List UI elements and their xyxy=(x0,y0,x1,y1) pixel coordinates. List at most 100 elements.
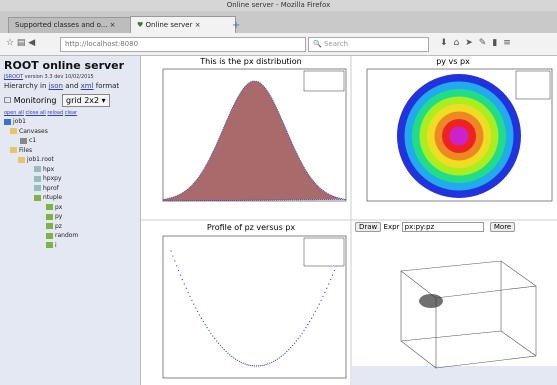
profile-point xyxy=(322,295,324,298)
tree-item[interactable]: hprof xyxy=(4,185,78,195)
profile-point xyxy=(330,279,332,281)
histogram xyxy=(162,80,347,202)
profile-point xyxy=(229,354,231,356)
link[interactable]: close all xyxy=(25,110,46,116)
profile-point xyxy=(179,274,182,276)
tree-item[interactable]: job1 xyxy=(4,118,78,128)
tree-item[interactable]: hpx xyxy=(4,166,78,176)
profile xyxy=(170,250,343,367)
tree-item[interactable]: random xyxy=(4,232,78,242)
tree-item[interactable]: Files xyxy=(4,147,78,157)
tree-item[interactable]: pz xyxy=(4,223,78,233)
profile-point xyxy=(183,283,185,285)
frame xyxy=(162,235,347,379)
profile-point xyxy=(240,361,242,363)
version: JSROOT version 3.3 dev 10/02/2015 xyxy=(4,74,94,80)
panel-title: py vs px xyxy=(436,57,470,66)
profile-point xyxy=(212,335,214,337)
layout-select[interactable]: grid 2x2 ▾ xyxy=(62,94,110,107)
window-title: Online server - Mozilla Firefox xyxy=(226,1,331,9)
profile-point xyxy=(198,314,201,316)
profile-point xyxy=(278,357,280,359)
tree-item[interactable]: py xyxy=(4,213,78,223)
label: px xyxy=(55,203,63,211)
profile-point xyxy=(185,287,187,289)
text: and xyxy=(65,82,79,90)
profile-point xyxy=(174,260,176,262)
tree-item[interactable]: job1.root xyxy=(4,156,78,166)
label: job1.root xyxy=(27,156,54,163)
search-bar[interactable]: 🔍 Search xyxy=(308,37,429,52)
profile-point xyxy=(307,324,309,326)
nav-icons[interactable]: ☆ ▤ ◀ xyxy=(6,38,36,48)
profile-point xyxy=(227,352,229,354)
new-tab[interactable]: + xyxy=(232,20,241,31)
tab[interactable]: Supported classes and o... × xyxy=(8,17,134,34)
hierarchy: Hierarchy in json and xml format xyxy=(4,82,119,90)
contour xyxy=(449,126,469,146)
tree-item[interactable]: ntuple xyxy=(4,194,78,204)
expr-input[interactable]: px:py:pz xyxy=(401,222,484,232)
tree-item[interactable]: hpxpy xyxy=(4,175,78,185)
profile-point xyxy=(276,358,278,360)
tree-item[interactable]: px xyxy=(4,204,78,214)
profile-point xyxy=(217,342,220,344)
link[interactable]: open all xyxy=(4,110,24,116)
stats-box xyxy=(515,70,551,100)
tree-item[interactable]: i xyxy=(4,242,78,252)
profile-point xyxy=(312,314,315,316)
tree-item[interactable]: Canvases xyxy=(4,128,78,138)
profile-point xyxy=(252,365,254,367)
layout-value: grid 2x2 xyxy=(66,96,100,105)
profile-point xyxy=(246,363,248,366)
tree-item[interactable]: c1 xyxy=(4,137,78,147)
profile-point xyxy=(290,347,292,349)
profile-point xyxy=(333,269,335,272)
profile-point xyxy=(178,269,180,272)
link[interactable]: xml xyxy=(80,82,94,90)
profile-point xyxy=(271,361,273,363)
tab-bar: Supported classes and o... × ♥ Online se… xyxy=(0,11,557,34)
profile-point xyxy=(267,363,269,365)
more-button[interactable]: More xyxy=(489,222,516,232)
profile-point xyxy=(210,332,212,334)
profile-point xyxy=(236,359,239,361)
profile-point xyxy=(320,299,322,301)
label: i xyxy=(55,241,57,249)
profile-point xyxy=(265,363,267,366)
title-bar: Online server - Mozilla Firefox xyxy=(0,0,557,11)
label: py xyxy=(55,213,63,220)
profile-point xyxy=(254,365,256,367)
monitoring[interactable]: ☐ Monitoring xyxy=(4,96,57,105)
profile-point xyxy=(328,283,330,285)
tab[interactable]: ♥ Online server × xyxy=(130,16,236,34)
profile-point xyxy=(311,317,313,319)
profile-point xyxy=(263,364,265,366)
profile-point xyxy=(193,303,195,305)
profile-point xyxy=(238,360,240,362)
label: c1 xyxy=(29,137,37,144)
link[interactable]: clear xyxy=(64,110,78,116)
panel-title: This is the px distribution xyxy=(199,57,301,66)
label: Files xyxy=(19,146,33,154)
url-bar[interactable]: http://localhost:8080 xyxy=(60,37,306,52)
3d-box xyxy=(400,260,537,369)
url: http://localhost:8080 xyxy=(65,40,139,48)
link[interactable]: reload xyxy=(47,110,64,116)
stats-box xyxy=(303,70,345,92)
profile-point xyxy=(274,359,277,361)
draw-button[interactable]: Draw xyxy=(355,222,382,232)
toolbar-icons[interactable]: ⬇⌂➤✎▮≡ xyxy=(440,38,517,48)
text: Hierarchy in xyxy=(4,82,47,90)
panel-title: Profile of pz versus px xyxy=(207,223,295,232)
expr-label: Expr xyxy=(383,223,400,231)
profile-point xyxy=(286,350,288,353)
label: job1 xyxy=(13,118,26,125)
label: random xyxy=(55,232,79,239)
profile-point xyxy=(293,342,296,344)
version-link[interactable]: JSROOT xyxy=(4,74,24,80)
profile-point xyxy=(295,340,297,342)
link[interactable]: json xyxy=(48,82,63,90)
profile-point xyxy=(297,337,299,340)
